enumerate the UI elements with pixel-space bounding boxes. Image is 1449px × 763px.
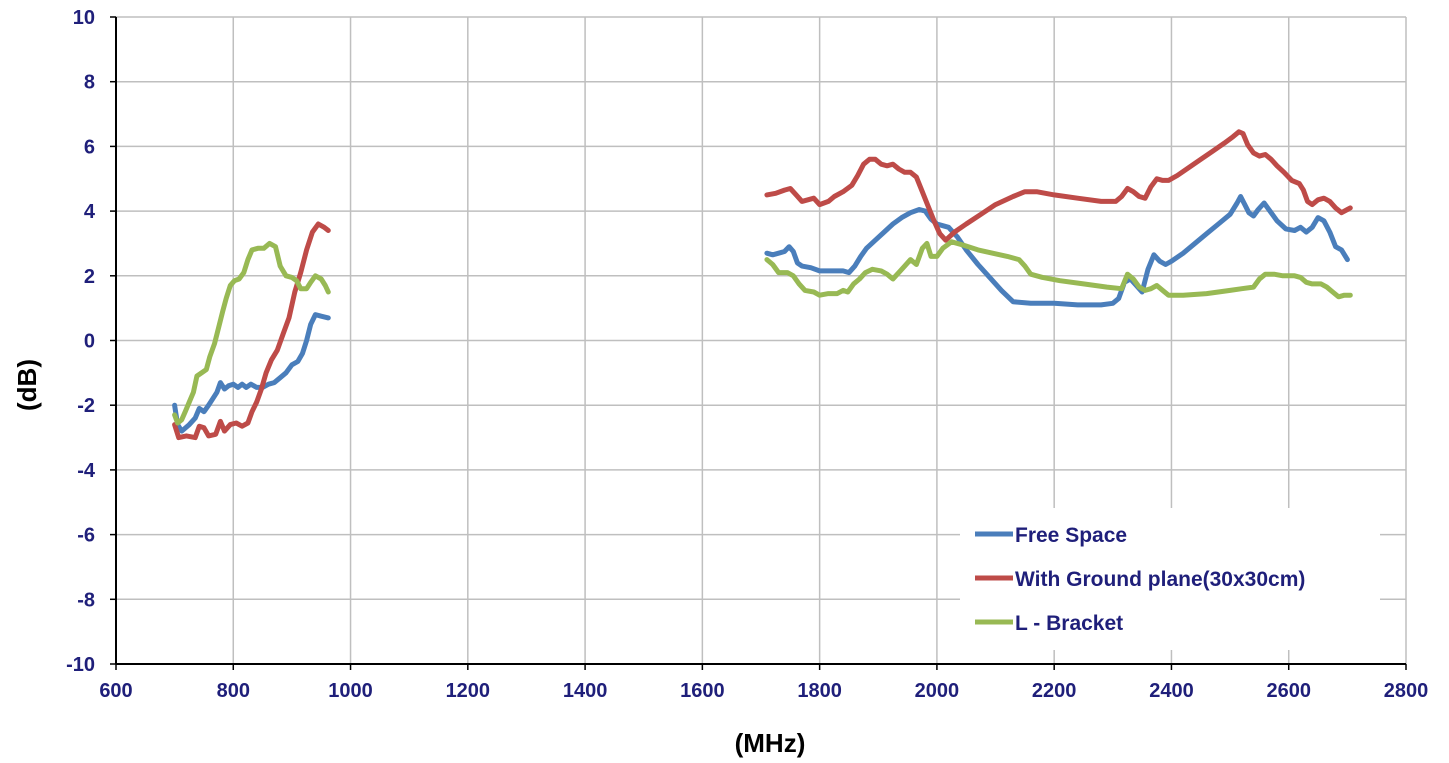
y-tick-label: -8: [77, 589, 95, 611]
x-tick-label: 2200: [1032, 680, 1077, 702]
x-tick-label: 1600: [680, 680, 725, 702]
legend-label: L - Bracket: [1015, 612, 1123, 635]
x-tick-label: 2000: [915, 680, 960, 702]
y-tick-label: -10: [66, 654, 95, 676]
x-tick-label: 1200: [446, 680, 491, 702]
x-tick-label: 600: [99, 680, 132, 702]
series-line: [172, 221, 331, 441]
y-tick-label: 8: [84, 72, 95, 94]
series-2: [172, 239, 1353, 426]
legend-box: [960, 508, 1380, 650]
legend-label: With Ground plane(30x30cm): [1015, 568, 1305, 591]
x-tick-label: 2800: [1384, 680, 1429, 702]
y-tick-label: 6: [84, 136, 95, 158]
series-layer: [172, 129, 1353, 441]
legend: Free Space With Ground plane(30x30cm) L - …: [960, 508, 1380, 650]
x-tick-label: 1000: [328, 680, 373, 702]
x-tick-label: 2400: [1149, 680, 1194, 702]
y-tick-label: 2: [84, 266, 95, 288]
series-line: [764, 194, 1350, 308]
x-axis-title: (MHz): [735, 728, 806, 758]
y-axis-title: (dB): [12, 359, 42, 411]
y-tick-label: 4: [84, 201, 96, 223]
y-tick-label: 10: [73, 7, 95, 29]
y-tick-label: -2: [77, 395, 95, 417]
axes: [110, 16, 1407, 670]
x-tick-label: 2600: [1266, 680, 1311, 702]
x-tick-label: 800: [217, 680, 250, 702]
y-tick-label: -6: [77, 525, 95, 547]
y-tick-label: -4: [77, 460, 96, 482]
series-line: [764, 129, 1353, 243]
series-0: [172, 194, 1350, 434]
x-tick-label: 1400: [563, 680, 608, 702]
series-1: [172, 129, 1353, 441]
series-line: [172, 240, 331, 426]
series-line: [172, 312, 331, 434]
legend-label: Free Space: [1015, 524, 1127, 547]
tick-labels: 600 800 1000 1200 1400 1600 1800 2000 2200 2400 26…: [66, 7, 1428, 702]
series-line: [764, 239, 1353, 300]
x-tick-label: 1800: [797, 680, 842, 702]
y-tick-label: 0: [84, 331, 95, 353]
